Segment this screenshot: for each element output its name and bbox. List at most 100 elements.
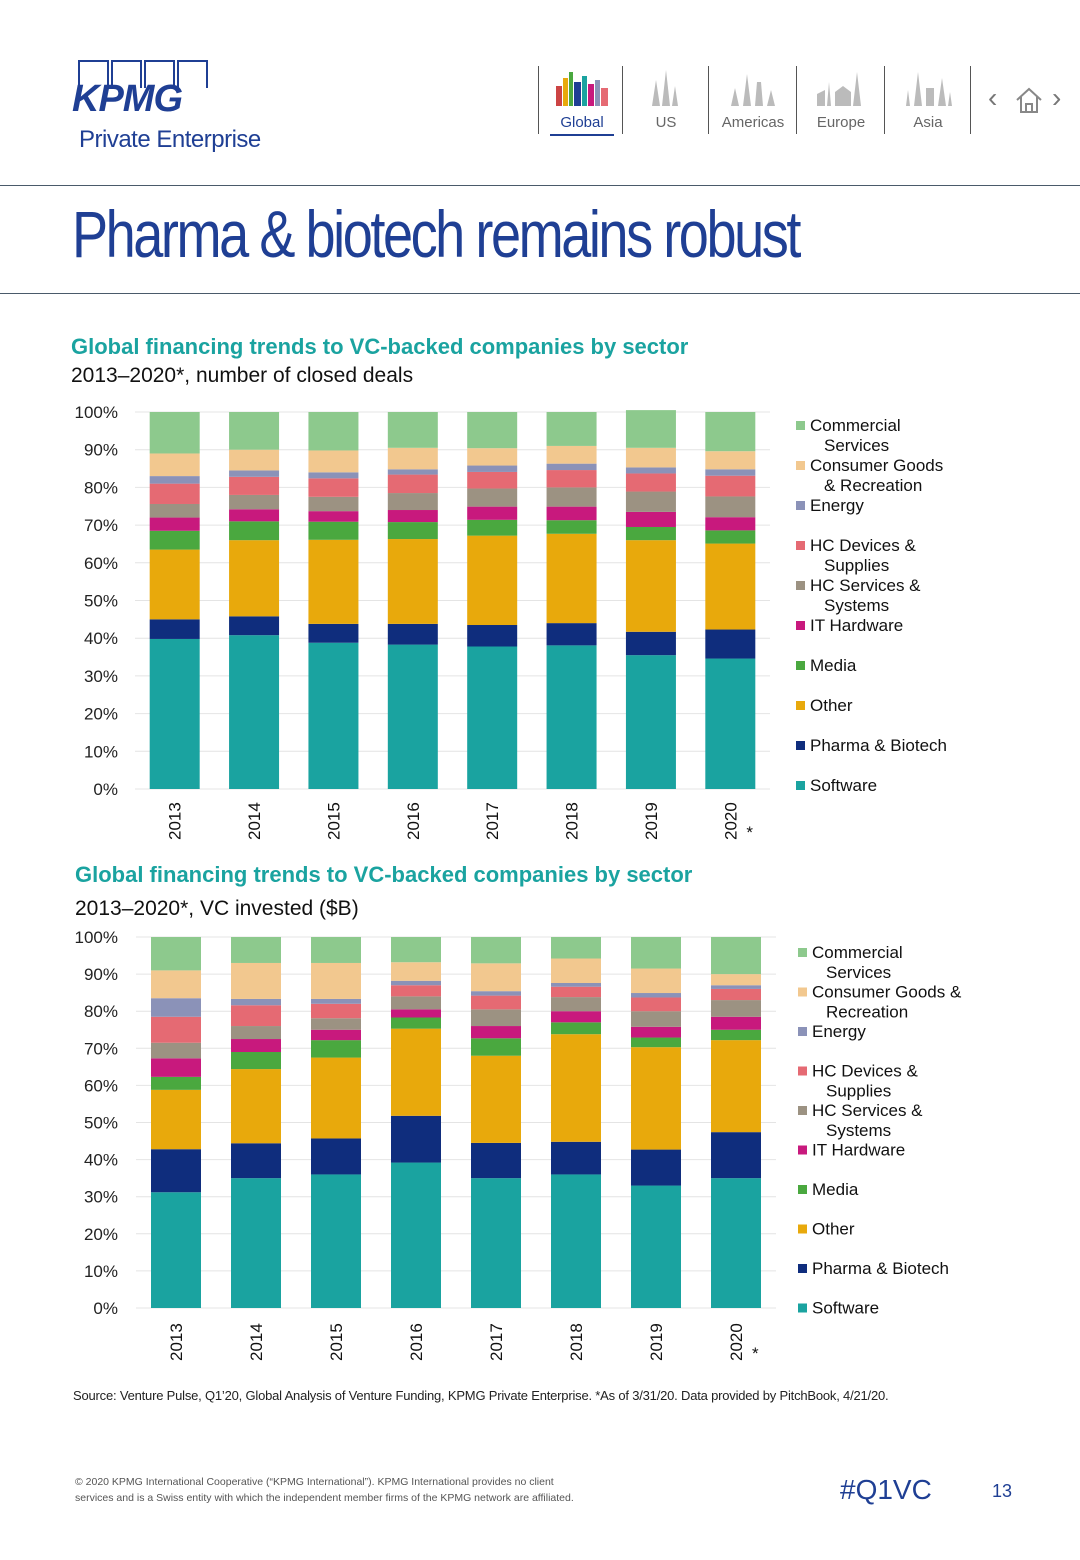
y-tick-label: 90% bbox=[84, 441, 118, 460]
nav-tab-label: Europe bbox=[816, 114, 866, 131]
y-tick-label: 20% bbox=[84, 1225, 118, 1244]
bar-segment-software bbox=[391, 1162, 441, 1308]
hashtag: #Q1VC bbox=[840, 1474, 932, 1505]
bar-segment-commercial-services bbox=[467, 412, 518, 449]
bar-segment-media bbox=[308, 521, 359, 540]
bar-segment-hc-services-systems bbox=[551, 997, 601, 1012]
nav-tab-global[interactable]: Global bbox=[540, 64, 624, 136]
bar-segment-it-hardware bbox=[308, 511, 359, 522]
nav-tab-asia[interactable]: Asia bbox=[886, 64, 970, 134]
y-tick-label: 80% bbox=[84, 478, 118, 497]
bar-segment-media bbox=[231, 1052, 281, 1070]
bar-segment-commercial-services bbox=[391, 937, 441, 963]
nav-divider bbox=[708, 66, 709, 134]
y-tick-label: 70% bbox=[84, 516, 118, 535]
legend-swatch bbox=[796, 501, 805, 510]
bar-segment-hc-services-systems bbox=[229, 494, 280, 510]
x-tick-note: * bbox=[746, 823, 753, 842]
legend-label: Consumer Goods & bbox=[812, 983, 962, 1002]
legend-swatch bbox=[798, 1027, 807, 1036]
nav-divider bbox=[970, 66, 971, 134]
bar-segment-hc-services-systems bbox=[231, 1026, 281, 1040]
bar-segment-other bbox=[229, 540, 280, 617]
x-tick-label: 2015 bbox=[324, 802, 343, 840]
chevron-right-icon[interactable]: › bbox=[1052, 82, 1062, 113]
bar-segment-consumer-goods-recreation bbox=[467, 448, 518, 466]
bar-segment-it-hardware bbox=[231, 1039, 281, 1053]
bar-segment-pharma-biotech bbox=[546, 623, 597, 646]
bar-segment-hc-devices-supplies bbox=[711, 988, 761, 1001]
bar-segment-software bbox=[308, 642, 359, 789]
y-tick-label: 50% bbox=[84, 1114, 118, 1133]
legend-label: Consumer Goods bbox=[810, 456, 943, 475]
bar-segment-energy bbox=[705, 469, 756, 476]
nav-tab-us[interactable]: US bbox=[624, 64, 708, 134]
bar-segment-it-hardware bbox=[387, 510, 438, 523]
chart-2: 0% 10% 20% 30% 40% 50% 60% 70% 80% 90% 100% 2013 201… bbox=[75, 928, 962, 1363]
bar-segment-pharma-biotech bbox=[311, 1138, 361, 1175]
bar-segment-pharma-biotech bbox=[711, 1132, 761, 1179]
nav-tab-label: Americas bbox=[721, 114, 785, 131]
y-tick-label: 90% bbox=[84, 965, 118, 984]
bar-segment-software bbox=[711, 1178, 761, 1308]
us-skyline-icon bbox=[652, 70, 678, 106]
bar-segment-energy bbox=[467, 465, 518, 472]
bar-segment-media bbox=[151, 1076, 201, 1090]
legend-label: Services bbox=[824, 436, 889, 455]
legend-label: Media bbox=[810, 656, 857, 675]
bar-segment-it-hardware bbox=[391, 1009, 441, 1018]
bar-segment-other bbox=[705, 543, 756, 630]
legend-label: & Recreation bbox=[824, 476, 922, 495]
legend-label: HC Devices & bbox=[810, 536, 916, 555]
bar-segment-software bbox=[229, 635, 280, 789]
y-tick-label: 60% bbox=[84, 554, 118, 573]
bar-segment-hc-services-systems bbox=[471, 1009, 521, 1027]
legend-swatch bbox=[796, 621, 805, 630]
nav-tab-europe[interactable]: Europe bbox=[798, 64, 884, 134]
x-tick-label: 2018 bbox=[567, 1323, 586, 1361]
copyright-note: © 2020 KPMG International Cooperative (“… bbox=[75, 1474, 695, 1506]
bar-segment-media bbox=[229, 521, 280, 541]
bar-segment-energy bbox=[631, 993, 681, 998]
nav-tab-americas[interactable]: Americas bbox=[710, 64, 796, 134]
bar-segment-other bbox=[387, 539, 438, 624]
bar-segment-energy bbox=[711, 985, 761, 989]
chevron-left-icon[interactable]: ‹ bbox=[988, 82, 998, 113]
bar-segment-it-hardware bbox=[546, 506, 597, 521]
bar-segment-it-hardware bbox=[311, 1029, 361, 1041]
bar-segment-pharma-biotech bbox=[151, 1149, 201, 1193]
legend-swatch bbox=[798, 1106, 807, 1115]
bar-segment-hc-devices-supplies bbox=[229, 476, 280, 495]
home-icon[interactable] bbox=[1014, 86, 1044, 114]
bar-segment-hc-services-systems bbox=[546, 487, 597, 507]
nav-tab-label: Global bbox=[560, 114, 604, 131]
bar-segment-software bbox=[705, 658, 756, 789]
y-tick-label: 80% bbox=[84, 1002, 118, 1021]
x-tick-label: 2019 bbox=[647, 1323, 666, 1361]
legend-label: Other bbox=[812, 1220, 855, 1239]
bar-segment-hc-services-systems bbox=[151, 1042, 201, 1059]
bar-segment-hc-devices-supplies bbox=[705, 475, 756, 497]
legend-label: Supplies bbox=[824, 556, 889, 575]
page-number: 13 bbox=[992, 1481, 1013, 1501]
nav-tab-label: US bbox=[655, 114, 677, 131]
global-skyline-icon bbox=[556, 72, 608, 106]
y-tick-label: 30% bbox=[84, 667, 118, 686]
legend-swatch bbox=[798, 1224, 807, 1234]
nav-divider bbox=[622, 66, 623, 134]
bar-segment-pharma-biotech bbox=[471, 1142, 521, 1179]
bar-segment-hc-devices-supplies bbox=[151, 1016, 201, 1043]
bar-segment-other bbox=[546, 533, 597, 624]
x-tick-label: 2014 bbox=[245, 802, 264, 840]
bar-segment-hc-devices-supplies bbox=[308, 478, 359, 497]
legend-label: Pharma & Biotech bbox=[810, 736, 947, 755]
bar-segment-other bbox=[149, 549, 200, 620]
x-tick-label: 2013 bbox=[167, 1323, 186, 1361]
bar-segment-it-hardware bbox=[625, 511, 676, 527]
bar-segment-consumer-goods-recreation bbox=[551, 958, 601, 984]
y-tick-label: 10% bbox=[84, 742, 118, 761]
bar-segment-commercial-services bbox=[631, 937, 681, 969]
bar-segment-commercial-services bbox=[546, 412, 597, 446]
legend-label: Commercial bbox=[812, 943, 903, 962]
bar-segment-consumer-goods-recreation bbox=[151, 970, 201, 999]
